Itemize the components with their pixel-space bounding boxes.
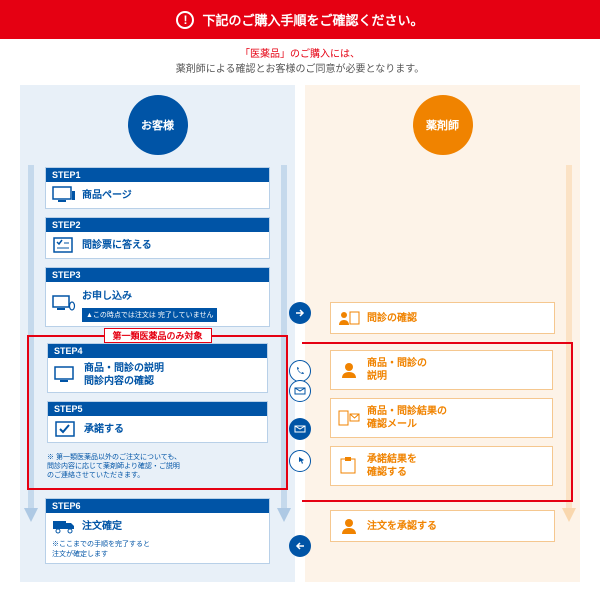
connector-arrow	[285, 535, 315, 557]
alert-banner: ! 下記のご購入手順をご確認ください。	[0, 0, 600, 39]
pharm-step1: 問診の確認	[330, 302, 555, 334]
mail-form-icon	[337, 409, 361, 427]
pharm-step4: 承諾結果を 確認する	[330, 446, 553, 486]
sub-header: 「医薬品」のご購入には、 薬剤師による確認とお客様のご同意が必要となります。	[0, 39, 600, 85]
final-note: ※ここまでの手順を完了すると 注文が確定します	[46, 539, 269, 563]
step2: STEP2 問診票に答える	[45, 217, 270, 259]
pharm-step2: 商品・問診の 説明	[330, 350, 553, 390]
check-form-icon	[54, 420, 78, 438]
connector-arrow	[285, 302, 315, 324]
step1: STEP1 商品ページ	[45, 167, 270, 209]
monitor-mouse-icon	[52, 295, 76, 313]
pharmacist-head: 薬剤師	[413, 95, 473, 155]
step4: STEP4 商品・問診の説明 問診内容の確認	[47, 343, 268, 393]
step3: STEP3 お申し込み▲この時点では注文は 完了していません	[45, 267, 270, 327]
pharm-step5: 注文を承認する	[330, 510, 555, 542]
warn-note: ▲この時点では注文は 完了していません	[82, 308, 217, 322]
monitor-icon	[54, 366, 78, 384]
exclaim-icon: !	[176, 11, 194, 29]
header-text: 下記のご購入手順をご確認ください。	[202, 10, 423, 29]
person-form-icon	[337, 309, 361, 327]
clipboard-icon	[337, 457, 361, 475]
pharm-step3: 商品・問診結果の 確認メール	[330, 398, 553, 438]
step6: STEP6 注文確定 ※ここまでの手順を完了すると 注文が確定します	[45, 498, 270, 564]
step5: STEP5 承諾する	[47, 401, 268, 443]
connector-mail-icon	[285, 418, 315, 440]
form-icon	[52, 236, 76, 254]
flow-diagram: お客様 STEP1 商品ページ STEP2 問診票に答える STEP3 お申し込…	[0, 85, 600, 592]
connector-phone-icon	[285, 360, 315, 382]
customer-head: お客様	[128, 95, 188, 155]
connector-mail-icon	[285, 380, 315, 402]
class1-section: 第一類医薬品のみ対象 STEP4 商品・問診の説明 問診内容の確認 STEP5 …	[27, 335, 288, 490]
class1-label: 第一類医薬品のみ対象	[103, 328, 211, 343]
class1-pharm: 商品・問診の 説明 商品・問診結果の 確認メール 承諾結果を 確認する	[302, 342, 573, 502]
class1-footnote: ※ 第一類医薬品以外のご注文についても、 問診内容に応じて薬剤師より確認・ご説明…	[47, 451, 268, 482]
person-icon	[337, 361, 361, 379]
person-icon	[337, 517, 361, 535]
monitor-icon	[52, 186, 76, 204]
connector-click-icon	[285, 450, 315, 472]
customer-column: お客様 STEP1 商品ページ STEP2 問診票に答える STEP3 お申し込…	[20, 85, 295, 582]
pharmacist-column: 薬剤師 問診の確認 商品・問診の 説明 商品・問診結果の 確認メール 承諾結果を…	[305, 85, 580, 582]
truck-icon	[52, 517, 76, 535]
